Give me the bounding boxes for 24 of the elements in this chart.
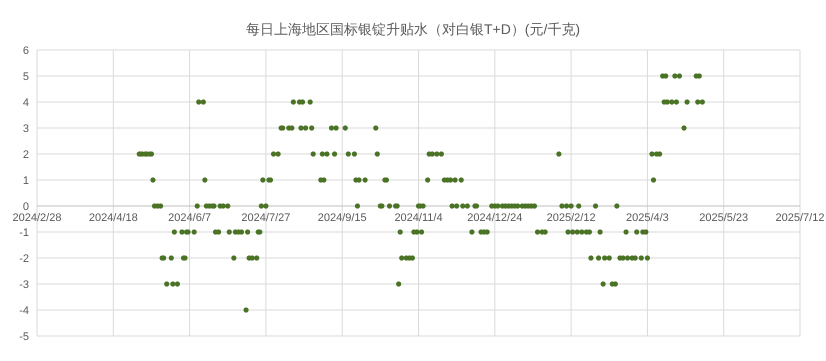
x-tick-label: 2025/2/12 (546, 212, 596, 224)
y-tick-label: 5 (22, 71, 29, 83)
x-tick-label: 2024/9/15 (318, 212, 367, 224)
y-tick-label: -3 (19, 279, 29, 291)
x-tick-label: 2024/6/7 (168, 212, 212, 224)
y-tick-label: 1 (22, 175, 29, 187)
x-tick-label: 2024/7/27 (241, 212, 290, 224)
y-tick-label: 0 (22, 201, 29, 213)
y-tick-label: -1 (19, 227, 29, 239)
x-tick-label: 2025/4/3 (626, 212, 669, 224)
chart-title: 每日上海地区国标银锭升贴水（对白银T+D）(元/千克) (246, 21, 580, 37)
x-tick-label: 2025/5/23 (699, 212, 748, 224)
y-tick-label: 3 (22, 123, 29, 135)
x-tick-label: 2025/7/12 (776, 212, 824, 224)
y-tick-label: -5 (19, 331, 29, 343)
x-tick-label: 2024/4/18 (88, 212, 138, 224)
y-tick-label: -4 (19, 305, 29, 317)
x-tick-label: 2024/11/4 (394, 212, 443, 224)
y-tick-label: 4 (22, 97, 29, 109)
x-tick-label: 2024/2/28 (12, 212, 62, 224)
y-tick-label: -2 (19, 253, 29, 265)
y-tick-label: 2 (22, 149, 29, 161)
y-tick-label: 6 (22, 45, 29, 57)
x-tick-label: 2024/12/24 (467, 212, 522, 224)
